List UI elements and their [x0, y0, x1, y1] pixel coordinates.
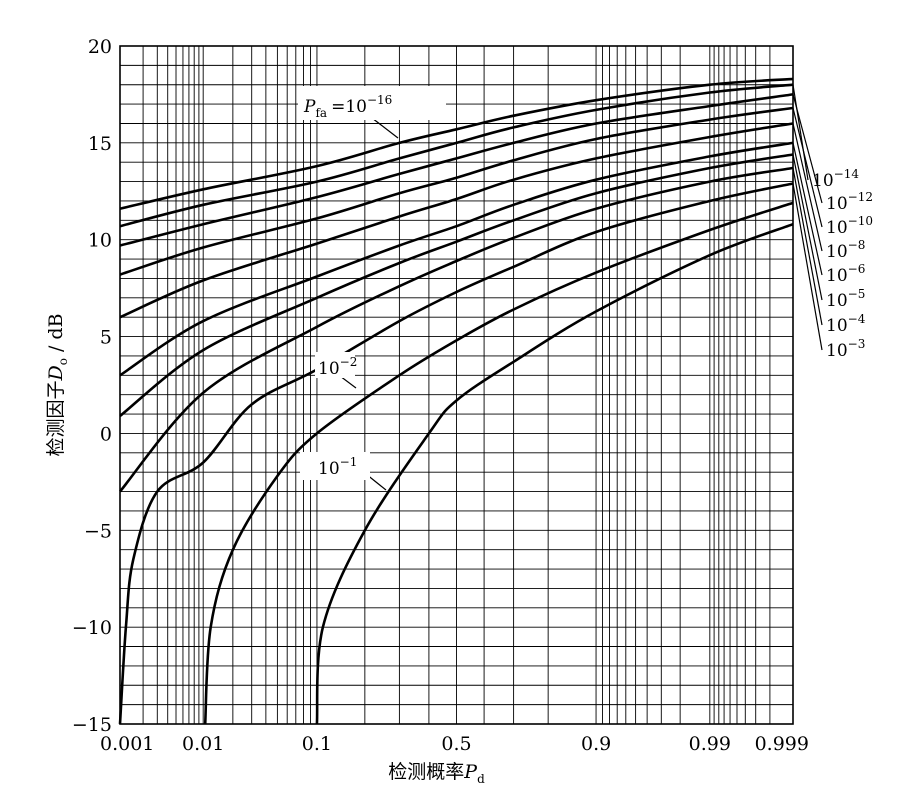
y-axis-label: 检测因子Do / dB: [45, 313, 70, 456]
y-axis-label-sub: o: [56, 358, 70, 365]
label-leader: [792, 94, 823, 204]
curve-label-base: 10: [826, 316, 848, 336]
y-tick-label: −5: [84, 520, 112, 542]
x-tick-label: 0.1: [302, 733, 332, 755]
y-axis-label-unit: / dB: [45, 313, 67, 358]
curve-label: 10−12: [826, 190, 873, 214]
x-tick-label: 0.001: [100, 733, 154, 755]
label-leader: [792, 107, 823, 228]
curve-pfa-10neg4: [119, 166, 794, 493]
y-tick-label: 20: [88, 36, 112, 58]
curve-label-exp: −6: [848, 262, 866, 276]
curve-label-base: 10: [826, 291, 848, 311]
curve-label-exp: −16: [367, 93, 392, 107]
curve-pfa-10neg8: [119, 122, 794, 319]
y-tick-label: 5: [100, 327, 112, 349]
curve-label: 10−2: [318, 355, 357, 379]
x-axis-label-var: P: [463, 761, 478, 783]
curve-label-base: 10: [826, 266, 848, 286]
label-leader: [792, 123, 823, 252]
curve-pfa-10neg6: [119, 141, 794, 377]
x-tick-label: 0.01: [182, 733, 224, 755]
x-tick-label: 0.9: [581, 733, 611, 755]
grid: [119, 45, 794, 725]
x-tick-label: 0.99: [689, 733, 731, 755]
y-tick-label: −10: [72, 617, 112, 639]
y-tick-label: −15: [72, 714, 112, 736]
curve-label: 10−10: [826, 214, 873, 238]
curve-pfa-10neg2: [203, 201, 794, 725]
curve-label-base: 10: [826, 194, 848, 214]
y-tick-label: 10: [88, 230, 112, 252]
label-leader: [792, 142, 823, 276]
tick-labels: 0.001 0.01 0.1 0.5 0.9 0.99 0.999 20 15 10 5 0 −5 −10…: [72, 36, 809, 755]
label-box: [300, 452, 370, 480]
curve-label-sub: fa: [315, 106, 327, 120]
x-tick-label: 0.5: [441, 733, 471, 755]
curve-label: Pfa =10−16: [303, 93, 392, 120]
curve-label-base: 10: [826, 341, 848, 361]
x-tick-label: 0.999: [755, 733, 809, 755]
curve-label: 10−3: [826, 337, 865, 361]
curve-label-base: 10: [318, 459, 340, 479]
curve-label-exp: −12: [848, 190, 873, 204]
curve-label-base: 10: [812, 171, 834, 191]
curve-label-exp: −3: [848, 337, 866, 351]
curve-label: 10−6: [826, 262, 865, 286]
curve-label-exp: −10: [848, 214, 873, 228]
curve-label: 10−1: [318, 455, 357, 479]
curve-label-var: P: [303, 97, 316, 117]
curve-pfa-10neg14: [119, 83, 794, 228]
label-leader: [792, 167, 823, 326]
curve-label-exp: −4: [848, 312, 866, 326]
y-axis-label-text: 检测因子: [45, 381, 67, 457]
curve-pfa-10neg12: [119, 93, 794, 247]
curve-label-exp: −5: [848, 287, 866, 301]
curve-pfa-10neg1: [315, 222, 794, 725]
curve-label: 10−4: [826, 312, 866, 336]
x-axis-label-sub: d: [477, 772, 485, 786]
x-axis-label-text: 检测概率: [388, 761, 464, 783]
x-axis-label: 检测概率Pd: [388, 761, 485, 786]
curve-label-exp: −8: [848, 238, 866, 252]
label-leader: [371, 117, 399, 139]
curve-label-exp: −1: [340, 455, 358, 469]
label-box: [315, 352, 355, 378]
curve-label-exp: −14: [834, 167, 860, 181]
curve-pfa-10neg16: [119, 77, 794, 210]
curve-pfa-10neg5: [119, 153, 794, 418]
label-leader: [792, 183, 823, 351]
plot-frame: [119, 45, 794, 725]
label-box: [298, 86, 446, 120]
y-tick-label: 0: [100, 423, 112, 445]
curve-label-eq: =: [331, 97, 345, 117]
curve-label-base: 10: [345, 97, 367, 117]
curve-pfa-10neg10: [119, 106, 794, 276]
label-leader: [792, 154, 823, 301]
curve-label-exp: −2: [340, 355, 358, 369]
curves: [118, 77, 794, 725]
label-leader: [792, 84, 809, 181]
y-axis-label-var: D: [45, 365, 67, 381]
curve-label: 10−5: [826, 287, 865, 311]
curve-label: 10−14: [812, 167, 859, 191]
curve-label: 10−8: [826, 238, 865, 262]
y-tick-label: 15: [88, 133, 112, 155]
curve-label-base: 10: [826, 242, 848, 262]
curve-label-base: 10: [826, 218, 848, 238]
curve-label-base: 10: [318, 359, 340, 379]
